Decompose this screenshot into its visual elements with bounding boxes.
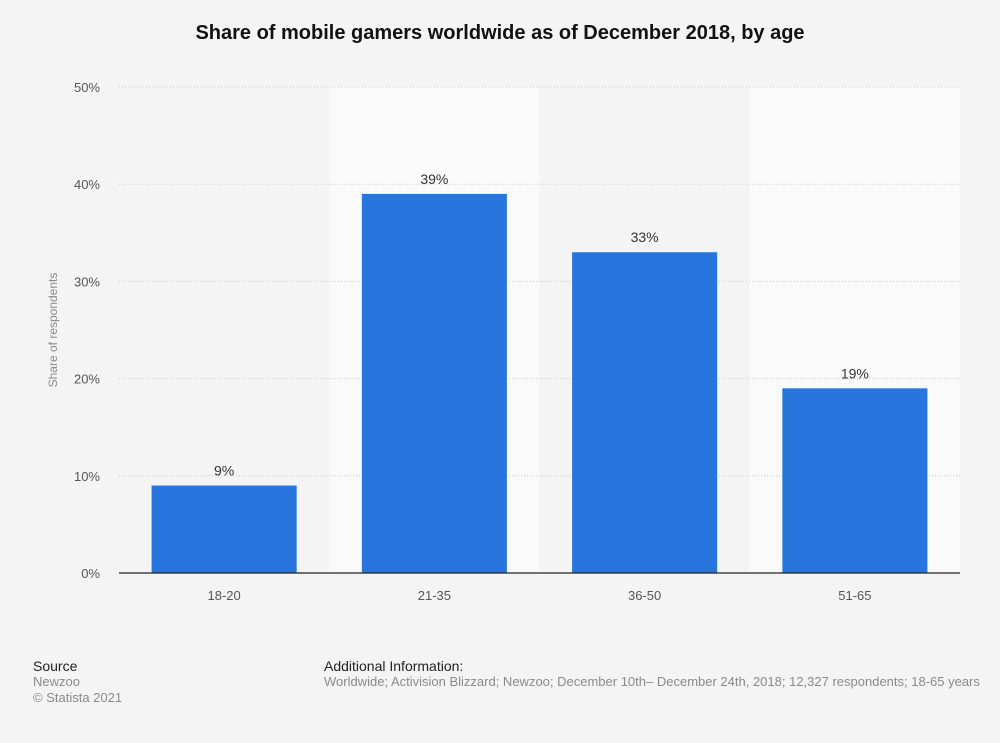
data-label: 9% (214, 463, 234, 479)
y-axis-ticks: 0% 10% 20% 30% 40% 50% (74, 80, 100, 581)
chart-title: Share of mobile gamers worldwide as of D… (195, 22, 805, 44)
bars (151, 193, 928, 574)
source-name[interactable]: Newzoo (33, 674, 80, 689)
x-tick-label: 51-65 (838, 588, 871, 603)
source-block: Source Newzoo © Statista 2021 (33, 658, 122, 706)
copyright: © Statista 2021 (33, 690, 123, 705)
x-axis-ticks: 18-20 21-35 36-50 51-65 (208, 588, 872, 603)
y-tick-label: 30% (74, 274, 100, 289)
source-heading: Source (33, 658, 78, 674)
data-label: 33% (631, 229, 659, 245)
y-tick-label: 50% (74, 80, 100, 95)
x-tick-label: 36-50 (628, 588, 661, 603)
y-tick-label: 40% (74, 177, 100, 192)
x-tick-label: 18-20 (208, 588, 241, 603)
y-tick-label: 0% (81, 566, 100, 581)
y-axis-label: Share of respondents (46, 273, 60, 388)
bar-21-35 (361, 193, 507, 574)
bar-51-65 (782, 388, 928, 573)
info-heading: Additional Information: (324, 658, 464, 674)
info-text: Worldwide; Activision Blizzard; Newzoo; … (324, 674, 980, 689)
x-tick-label: 21-35 (418, 588, 451, 603)
data-labels: 9% 39% 33% 19% (214, 171, 869, 479)
gridlines (119, 86, 960, 477)
bar-36-50 (572, 252, 718, 574)
data-label: 39% (420, 171, 448, 187)
y-tick-label: 20% (74, 372, 100, 387)
bar-18-20 (151, 485, 297, 573)
additional-info-block: Additional Information: Worldwide; Activ… (324, 658, 980, 690)
data-label: 19% (841, 365, 869, 381)
y-tick-label: 10% (74, 469, 100, 484)
